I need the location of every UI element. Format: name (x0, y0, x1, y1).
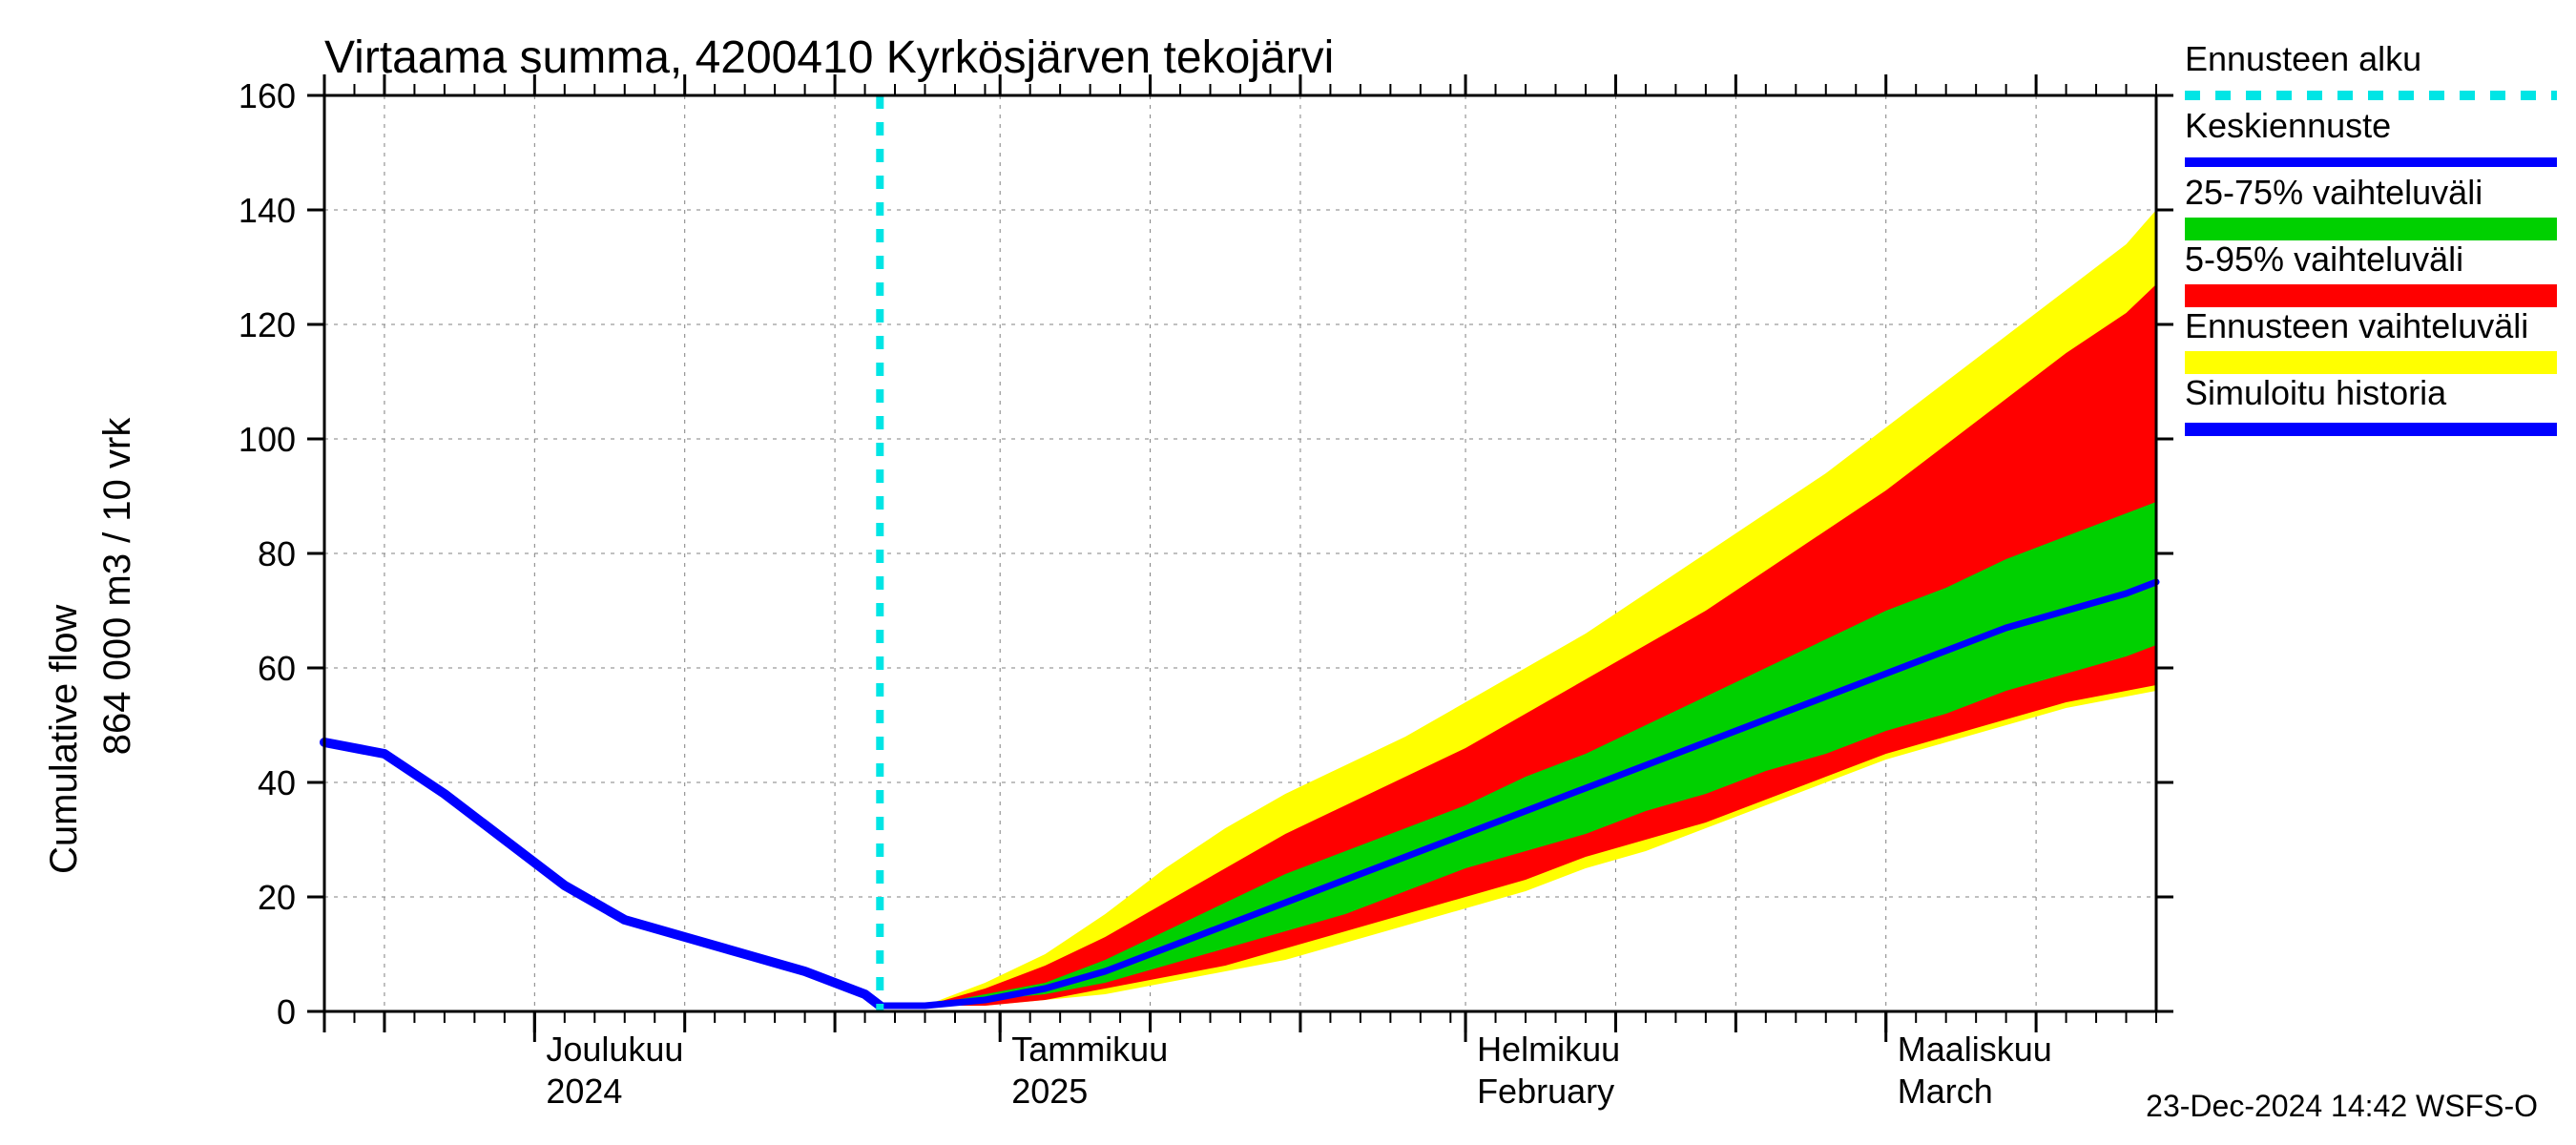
y-tick-label: 40 (258, 763, 296, 802)
y-tick-label: 100 (239, 420, 296, 459)
svg-text:Cumulative flow: Cumulative flow (43, 605, 85, 874)
y-tick-label: 80 (258, 534, 296, 573)
x-tick-label: Helmikuu (1477, 1030, 1620, 1069)
legend-label: 25-75% vaihteluväli (2185, 173, 2483, 212)
legend-swatch (2185, 351, 2557, 374)
y-tick-label: 60 (258, 649, 296, 688)
chart-container: 0 20 40 60 80 100 120 140 160 Joulukuu2024 Tammiku… (0, 0, 2576, 1145)
x-tick-sublabel: 2025 (1011, 1072, 1088, 1111)
x-tick-sublabel: March (1898, 1072, 1993, 1111)
legend-label: Simuloitu historia (2185, 373, 2447, 412)
chart-title: Virtaama summa, 4200410 Kyrkösjärven tek… (324, 32, 1334, 83)
legend-label: 5-95% vaihteluväli (2185, 239, 2463, 279)
legend-label: Ennusteen alku (2185, 39, 2421, 78)
legend-label: Ennusteen vaihteluväli (2185, 306, 2528, 345)
legend-swatch (2185, 284, 2557, 307)
footer-timestamp: 23-Dec-2024 14:42 WSFS-O (2146, 1089, 2538, 1123)
legend-label: Keskiennuste (2185, 106, 2391, 145)
y-tick-label: 140 (239, 191, 296, 230)
x-tick-label: Tammikuu (1011, 1030, 1168, 1069)
x-tick-sublabel: 2024 (546, 1072, 622, 1111)
x-tick-label: Maaliskuu (1898, 1030, 2052, 1069)
legend-swatch (2185, 218, 2557, 240)
svg-text:864 000 m3 / 10 vrk: 864 000 m3 / 10 vrk (96, 417, 138, 756)
y-tick-label: 120 (239, 305, 296, 344)
forecast-chart: 0 20 40 60 80 100 120 140 160 Joulukuu2024 Tammiku… (0, 0, 2576, 1145)
x-tick-sublabel: February (1477, 1072, 1614, 1111)
x-tick-label: Joulukuu (546, 1030, 683, 1069)
y-tick-label: 0 (277, 992, 296, 1031)
y-tick-label: 160 (239, 76, 296, 115)
y-tick-label: 20 (258, 878, 296, 917)
